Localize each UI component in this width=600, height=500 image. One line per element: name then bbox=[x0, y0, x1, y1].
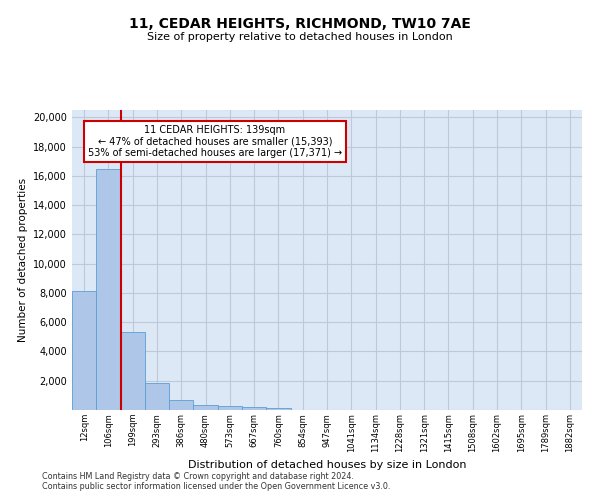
Bar bbox=[96, 168, 121, 410]
Text: Contains HM Land Registry data © Crown copyright and database right 2024.: Contains HM Land Registry data © Crown c… bbox=[42, 472, 354, 481]
X-axis label: Distribution of detached houses by size in London: Distribution of detached houses by size … bbox=[188, 460, 466, 470]
Text: 11, CEDAR HEIGHTS, RICHMOND, TW10 7AE: 11, CEDAR HEIGHTS, RICHMOND, TW10 7AE bbox=[129, 18, 471, 32]
Y-axis label: Number of detached properties: Number of detached properties bbox=[18, 178, 28, 342]
Text: Contains public sector information licensed under the Open Government Licence v3: Contains public sector information licen… bbox=[42, 482, 391, 491]
Text: 11 CEDAR HEIGHTS: 139sqm
← 47% of detached houses are smaller (15,393)
53% of se: 11 CEDAR HEIGHTS: 139sqm ← 47% of detach… bbox=[88, 125, 342, 158]
Bar bbox=[218, 406, 242, 410]
Bar bbox=[266, 408, 290, 410]
Text: Size of property relative to detached houses in London: Size of property relative to detached ho… bbox=[147, 32, 453, 42]
Bar bbox=[121, 332, 145, 410]
Bar bbox=[242, 407, 266, 410]
Bar bbox=[169, 400, 193, 410]
Bar bbox=[145, 383, 169, 410]
Bar bbox=[72, 292, 96, 410]
Bar bbox=[193, 404, 218, 410]
